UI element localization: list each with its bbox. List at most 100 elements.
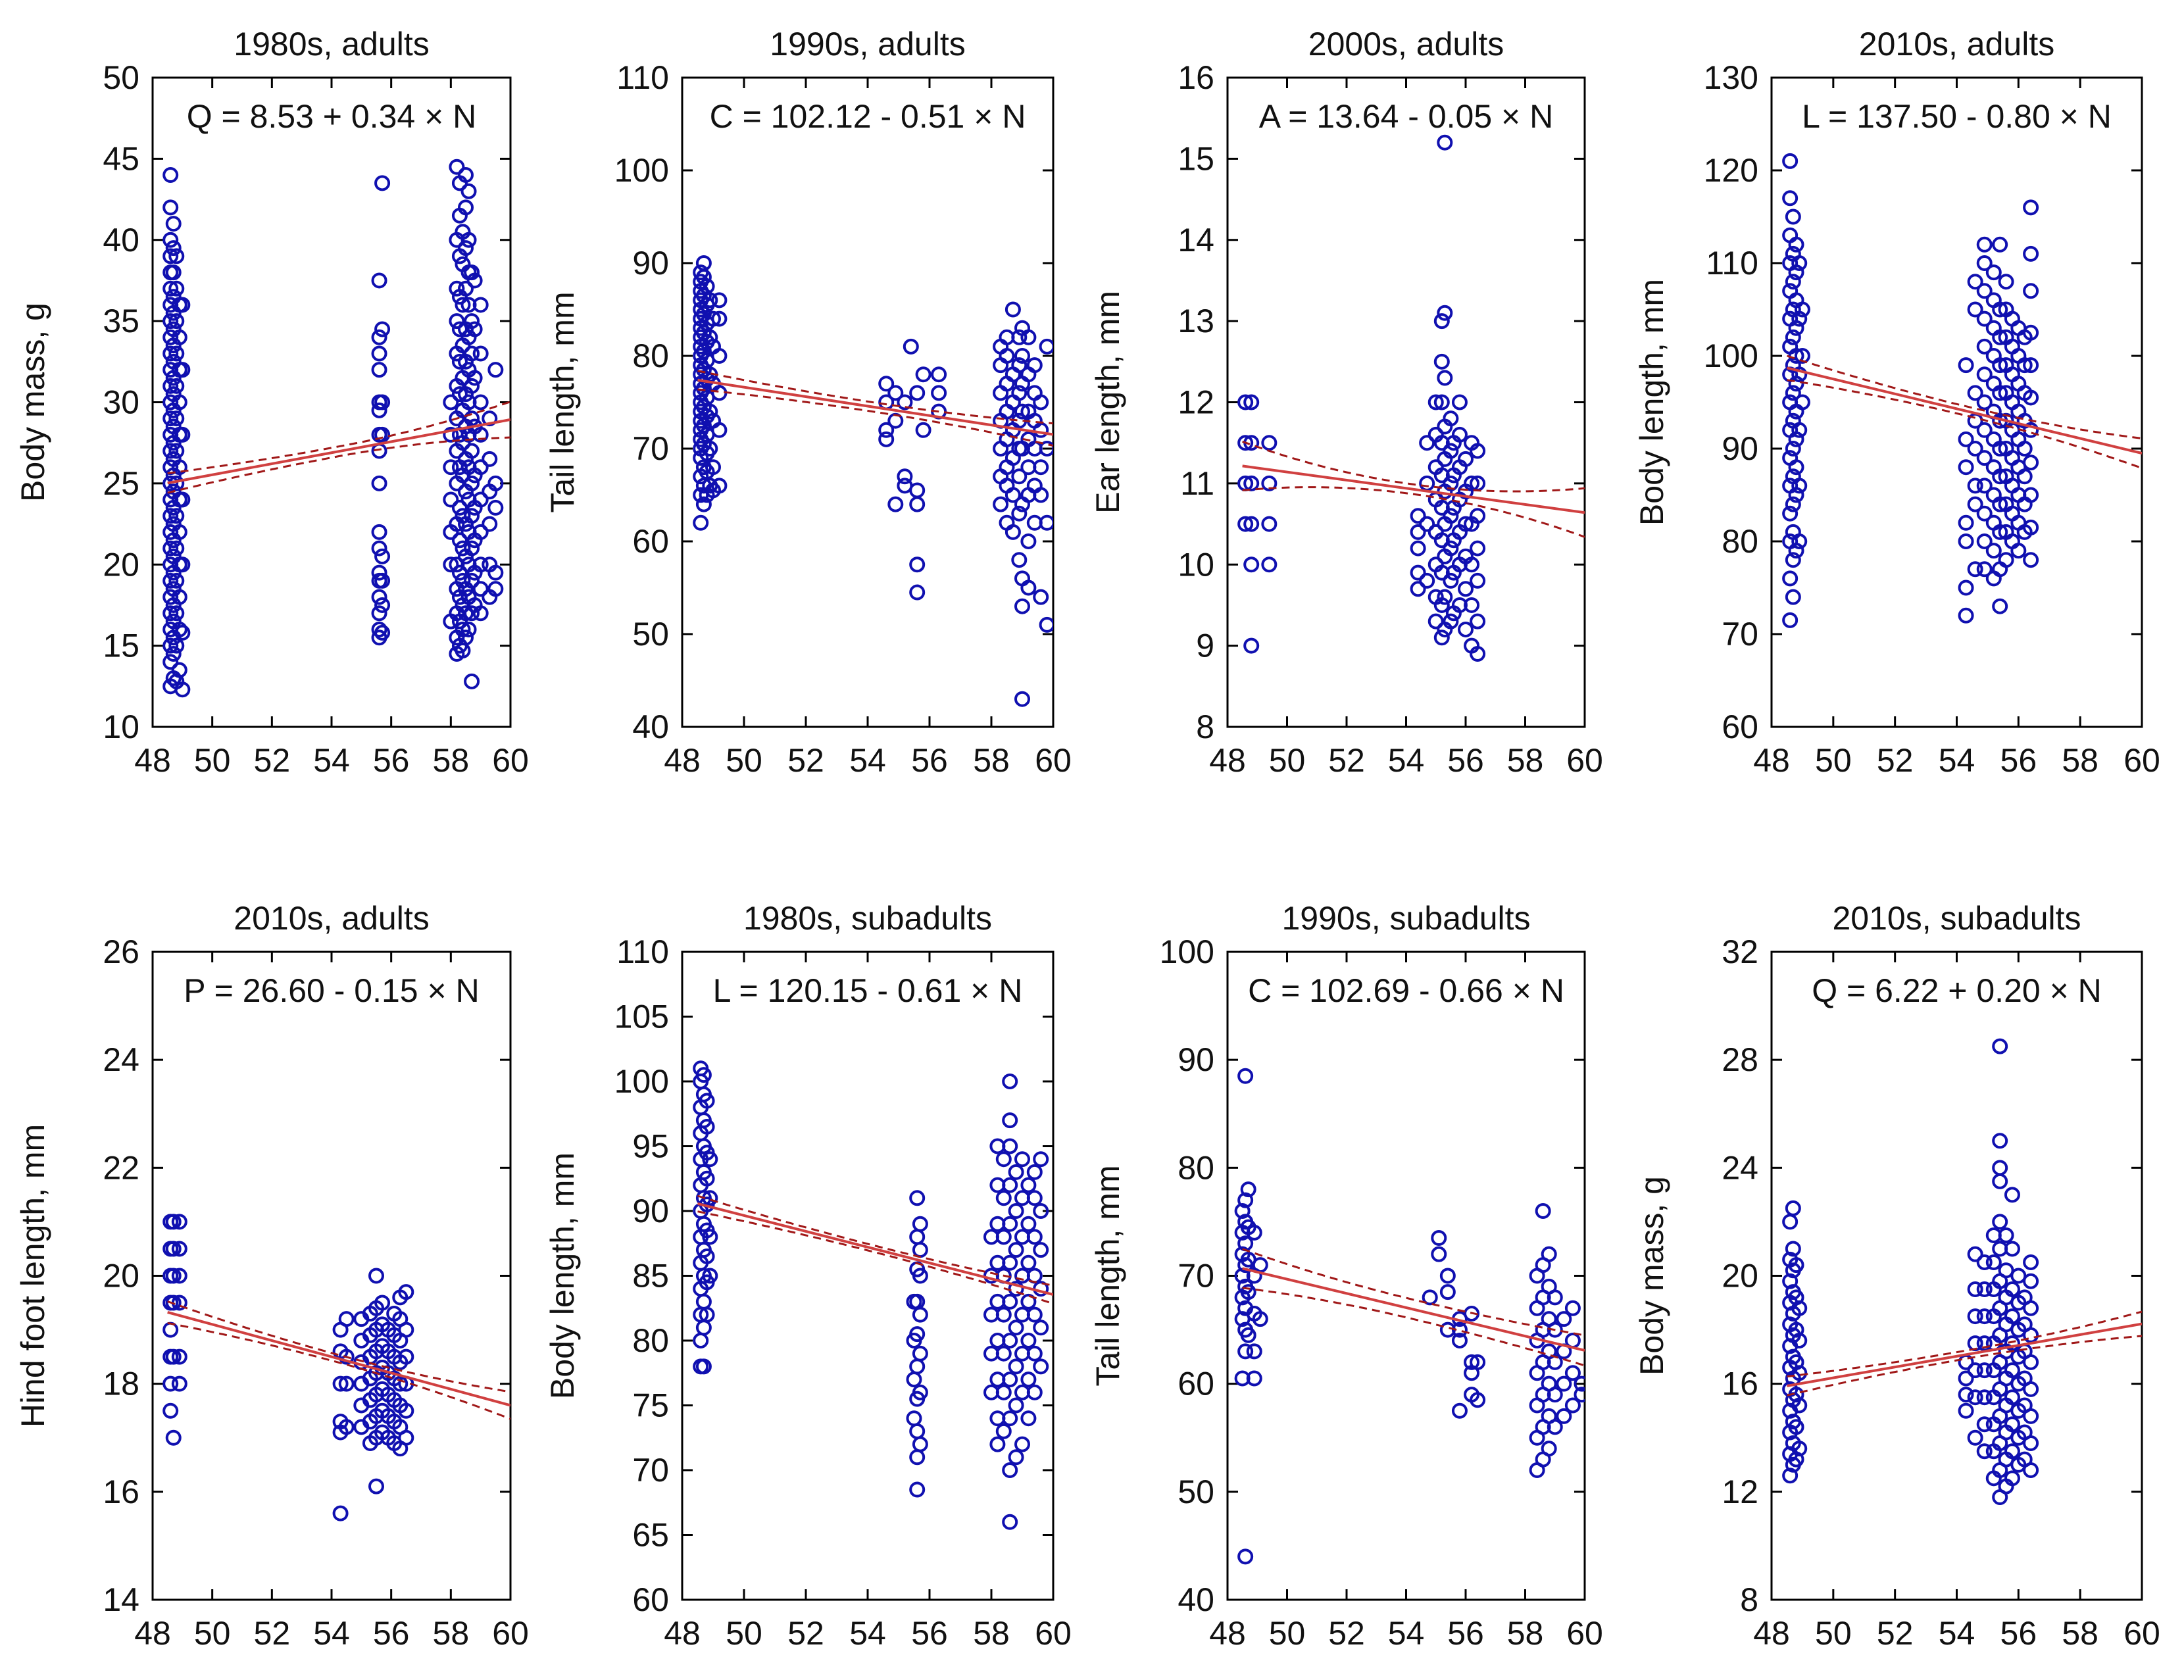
data-point <box>695 1320 712 1336</box>
data-point <box>171 394 187 410</box>
data-point <box>699 1248 715 1264</box>
data-point <box>909 556 926 573</box>
data-point <box>1427 613 1444 630</box>
data-point <box>171 524 187 540</box>
data-point <box>878 431 895 447</box>
data-point <box>1992 301 2008 318</box>
y-tick-label: 60 <box>1178 1366 1214 1402</box>
data-point <box>1246 1224 1262 1241</box>
data-point <box>374 321 391 337</box>
data-point <box>1240 1284 1256 1300</box>
data-point <box>162 378 179 394</box>
data-point <box>1033 394 1049 410</box>
regression-line <box>1787 1322 2142 1387</box>
data-point <box>1243 394 1260 410</box>
data-point <box>1002 1112 1018 1129</box>
data-point <box>1976 561 1993 578</box>
x-tick-label: 60 <box>1035 1615 1072 1652</box>
data-point <box>1976 422 1993 438</box>
data-point <box>2023 1273 2039 1289</box>
y-tick-label: 18 <box>103 1366 139 1402</box>
data-point <box>1785 1200 1801 1216</box>
regression-equation: L = 137.50 - 0.80 × N <box>1802 98 2112 135</box>
data-point <box>1014 691 1030 707</box>
data-point <box>1026 1345 1043 1362</box>
data-point <box>699 1093 715 1109</box>
data-point <box>162 654 179 670</box>
data-point <box>2004 1470 2020 1487</box>
y-tick-label: 12 <box>1178 384 1214 421</box>
data-point <box>1433 630 1450 646</box>
data-point <box>1992 524 2008 540</box>
x-tick-label: 52 <box>787 742 824 779</box>
data-point <box>1967 274 1983 290</box>
data-point <box>1547 1419 1563 1435</box>
data-point <box>1794 301 1810 318</box>
data-point <box>909 1358 926 1375</box>
data-point <box>2004 1443 2020 1460</box>
x-tick-label: 58 <box>2062 1615 2098 1652</box>
data-point <box>1422 1289 1438 1306</box>
y-tick-label: 130 <box>1704 59 1758 96</box>
data-point <box>1011 468 1028 485</box>
y-tick-label: 12 <box>1722 1473 1758 1510</box>
x-tick-label: 58 <box>1507 1615 1544 1652</box>
data-point <box>1564 1300 1581 1316</box>
data-point <box>482 516 498 532</box>
data-point <box>1020 1333 1037 1348</box>
data-point <box>1033 422 1049 438</box>
data-point <box>332 1505 349 1521</box>
confidence-band-upper <box>167 401 510 475</box>
regression-equation: P = 26.60 - 0.15 × N <box>184 972 479 1009</box>
data-point <box>1433 394 1450 410</box>
x-tick-label: 52 <box>787 1615 824 1652</box>
x-tick-label: 56 <box>2000 742 2037 779</box>
data-point <box>995 1229 1012 1245</box>
data-point <box>1026 1164 1043 1180</box>
data-point <box>1782 1214 1799 1230</box>
data-point <box>1437 134 1453 151</box>
data-point <box>1008 1242 1024 1258</box>
data-point <box>1451 426 1468 443</box>
x-tick-label: 52 <box>1328 742 1365 779</box>
data-point <box>371 540 387 556</box>
data-point <box>1967 1362 1983 1379</box>
data-point <box>472 491 489 508</box>
data-point <box>1985 1254 2002 1270</box>
data-point <box>1002 1410 1018 1427</box>
data-point <box>1976 310 1993 327</box>
data-point <box>398 1429 414 1446</box>
data-point <box>162 280 179 297</box>
y-tick-label: 15 <box>1178 140 1214 177</box>
data-point <box>1002 1293 1018 1310</box>
x-tick-label: 48 <box>134 1615 171 1652</box>
data-point <box>1967 385 1983 401</box>
y-tick-label: 100 <box>1704 337 1758 374</box>
data-point <box>162 540 179 556</box>
data-point <box>2023 552 2039 568</box>
data-point <box>1992 598 2008 614</box>
data-point <box>374 175 391 191</box>
data-point <box>171 1375 187 1392</box>
data-point <box>1794 348 1810 364</box>
data-point <box>1410 581 1426 597</box>
data-point <box>374 624 391 641</box>
x-tick-label: 54 <box>313 1615 350 1652</box>
data-point <box>702 1151 718 1168</box>
data-point <box>1992 1133 2008 1149</box>
y-tick-label: 110 <box>616 59 669 96</box>
data-point <box>1782 190 1799 207</box>
data-point <box>1243 556 1260 573</box>
data-point <box>1976 1335 1993 1352</box>
x-tick-label: 54 <box>1388 742 1425 779</box>
data-point <box>1976 366 1993 383</box>
data-point <box>171 1268 187 1284</box>
data-point <box>1439 1268 1456 1284</box>
data-point <box>1011 385 1028 401</box>
data-point <box>464 264 480 281</box>
data-point <box>398 1348 414 1365</box>
data-point <box>1958 1387 1974 1403</box>
regression-equation: Q = 6.22 + 0.20 × N <box>1812 972 2102 1009</box>
data-point <box>165 1241 182 1257</box>
data-point <box>2023 199 2039 216</box>
